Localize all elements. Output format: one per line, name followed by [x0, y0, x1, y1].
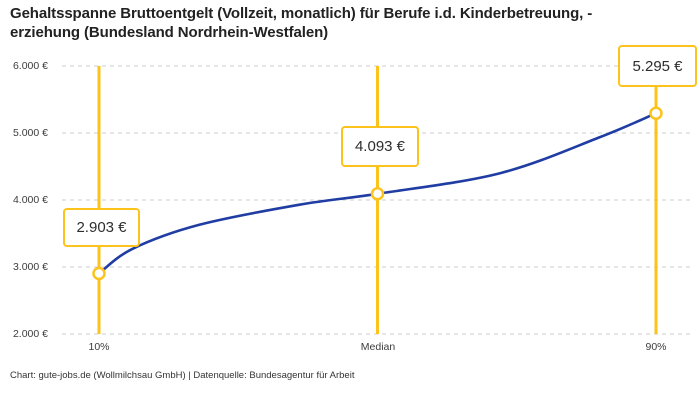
- data-point-marker: [370, 187, 385, 201]
- value-label-90th-percentile: 5.295 €: [618, 45, 697, 87]
- y-tick-4000: 4.000 €: [12, 194, 48, 206]
- x-tick-10th-percentile: 10%: [88, 341, 110, 353]
- chart-title: Gehaltsspanne Bruttoentgelt (Vollzeit, m…: [10, 5, 690, 42]
- value-label-median: 4.093 €: [341, 126, 419, 167]
- data-point-marker: [649, 106, 663, 120]
- salary-curve: [97, 111, 658, 275]
- chart-title-line2: erziehung (Bundesland Nordrhein-Westfale…: [10, 23, 329, 41]
- chart-title-line1: Gehaltsspanne Bruttoentgelt (Vollzeit, m…: [10, 5, 593, 22]
- x-tick-90th-percentile: 90%: [645, 341, 667, 353]
- y-tick-6000: 6.000 €: [12, 60, 48, 72]
- data-point-marker: [92, 266, 106, 281]
- value-label-10th-percentile: 2.903 €: [63, 208, 140, 247]
- y-tick-5000: 5.000 €: [12, 127, 48, 139]
- chart-source-attribution: Chart: gute-jobs.de (Wollmilchsau GmbH) …: [10, 370, 355, 381]
- y-tick-3000: 3.000 €: [12, 261, 48, 273]
- x-tick-median: Median: [360, 341, 396, 353]
- y-tick-2000: 2.000 €: [12, 328, 48, 340]
